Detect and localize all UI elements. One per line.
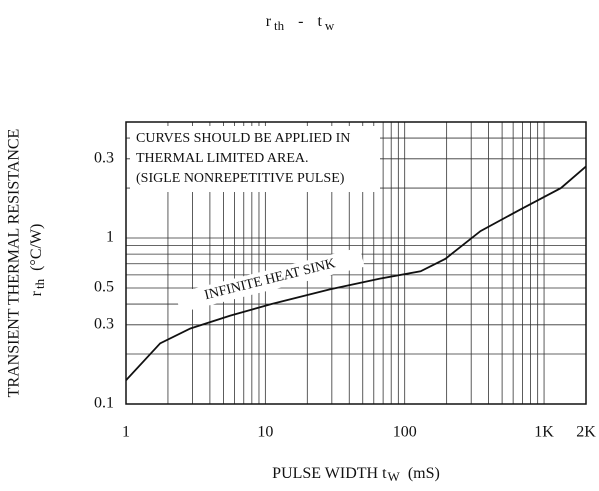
title-part: - [298, 13, 303, 30]
title-sub: th [274, 18, 285, 33]
annotation-bg [130, 126, 380, 192]
y-tick-label: 0.5 [94, 279, 114, 296]
x-tick-label: 1 [122, 424, 130, 441]
annotation: THERMAL LIMITED AREA. [136, 151, 309, 166]
curve-label: INFINITE HEAT SINK [175, 247, 365, 313]
x-tick-label: 2K [576, 424, 596, 441]
y-label-part: (°C/W) [28, 224, 45, 271]
x-axis-label: PULSE WIDTH tW (mS) [272, 465, 440, 484]
plot-frame [125, 121, 587, 405]
y-tick-label: 0.3 [94, 315, 114, 332]
x-label-part: (mS) [408, 465, 440, 482]
curve-label-bg [175, 247, 365, 313]
y-label-sub: th [32, 278, 47, 289]
curve [125, 165, 587, 381]
x-tick-label: 10 [257, 424, 273, 441]
y-axis-label: TRANSIENT THERMAL RESISTANCE [6, 129, 23, 398]
annotation: CURVES SHOULD BE APPLIED IN [136, 131, 350, 146]
y-tick-label: 0.3 [94, 149, 114, 166]
title-sub: w [325, 18, 335, 33]
x-tick-label: 1K [534, 424, 554, 441]
chart-title: r th - t w [266, 13, 335, 33]
x-tick-label: 100 [393, 424, 417, 441]
title-part: r [266, 13, 272, 30]
y-label-part: r [28, 290, 45, 296]
title-part: t [317, 13, 322, 30]
annotation: (SIGLE NONREPETITIVE PULSE) [136, 171, 345, 186]
x-label-sub: W [388, 469, 401, 484]
y-tick-label: 1 [106, 229, 114, 246]
x-label-part: PULSE WIDTH t [272, 465, 387, 482]
y-tick-label: 0.1 [94, 395, 114, 412]
y-axis-label: rth (°C/W) [28, 224, 47, 297]
